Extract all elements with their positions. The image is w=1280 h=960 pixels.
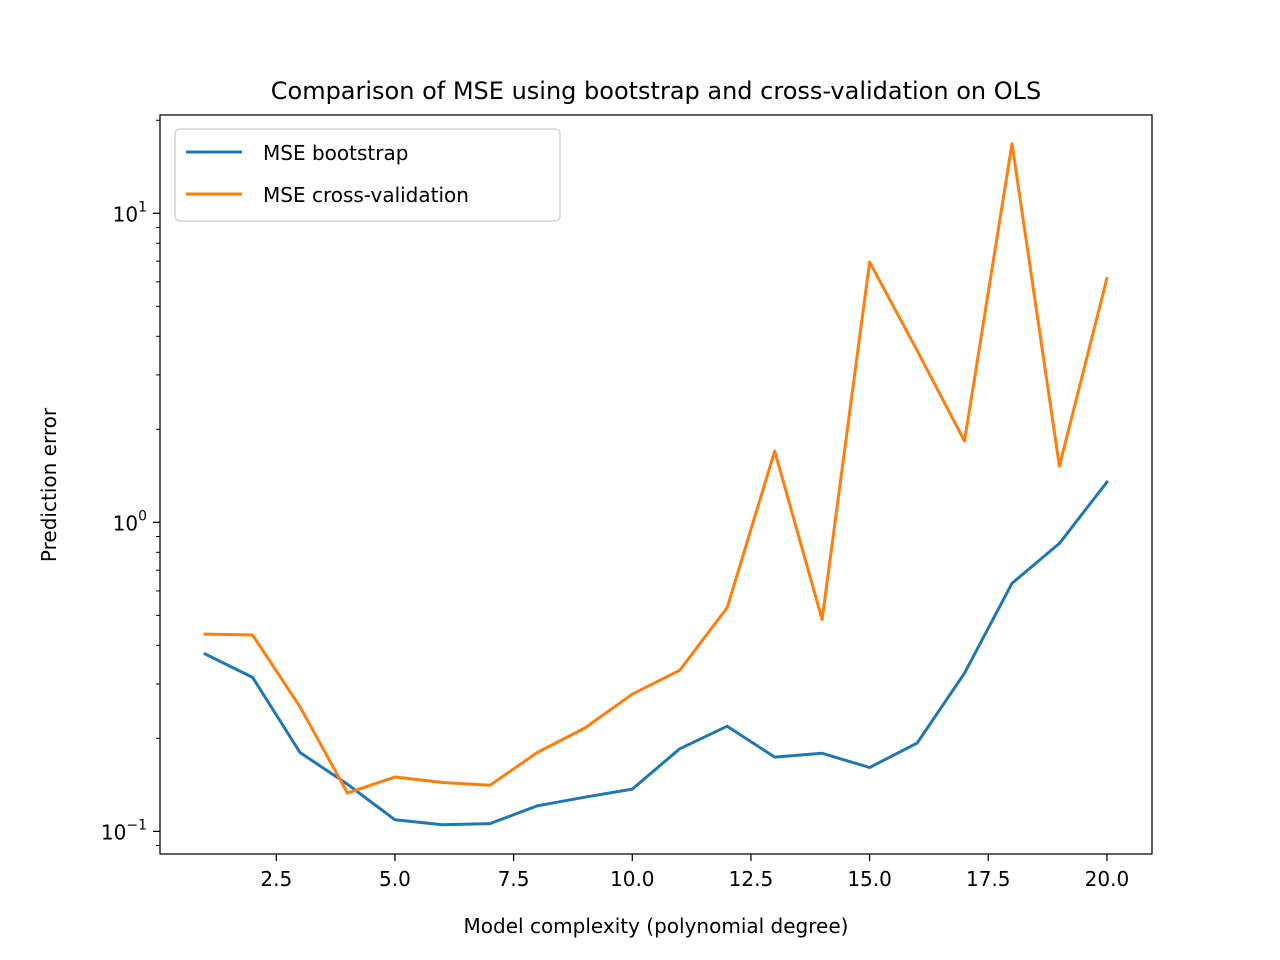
data-point-1-12 <box>773 450 776 453</box>
data-point-0-18 <box>1058 542 1061 545</box>
data-point-1-4 <box>393 776 396 779</box>
data-point-0-12 <box>773 756 776 759</box>
data-point-1-1 <box>251 634 254 637</box>
data-point-1-19 <box>1105 277 1108 280</box>
data-point-0-3 <box>346 783 349 786</box>
data-point-0-4 <box>393 818 396 821</box>
y-axis-title: Prediction error <box>37 407 61 562</box>
data-point-0-0 <box>204 653 207 656</box>
data-point-0-19 <box>1105 481 1108 484</box>
data-point-0-11 <box>726 725 729 728</box>
data-point-0-13 <box>821 752 824 755</box>
plot-frame <box>159 114 1153 855</box>
data-point-1-16 <box>963 440 966 443</box>
data-point-1-7 <box>536 751 539 754</box>
data-point-0-6 <box>488 822 491 825</box>
data-point-0-1 <box>251 676 254 679</box>
data-point-0-7 <box>536 804 539 807</box>
x-tick-label-0: 2.5 <box>260 867 292 891</box>
y-tick-label-0: 10−1 <box>101 817 147 844</box>
data-point-1-3 <box>346 792 349 795</box>
data-point-1-18 <box>1058 465 1061 468</box>
data-point-1-0 <box>204 633 207 636</box>
data-point-0-9 <box>631 788 634 791</box>
x-axis-title: Model complexity (polynomial degree) <box>464 914 849 938</box>
data-point-1-5 <box>441 781 444 784</box>
data-point-1-10 <box>678 669 681 672</box>
x-tick-label-3: 10.0 <box>610 867 655 891</box>
legend-box <box>174 128 561 222</box>
data-point-0-17 <box>1011 582 1014 585</box>
legend-label-cross-validation: MSE cross-validation <box>263 183 469 207</box>
series-line-1 <box>203 142 1109 795</box>
x-tick-label-2: 7.5 <box>498 867 530 891</box>
data-point-1-14 <box>868 261 871 264</box>
data-point-0-5 <box>441 823 444 826</box>
x-tick-label-6: 17.5 <box>966 867 1011 891</box>
data-point-0-14 <box>868 766 871 769</box>
data-point-0-15 <box>916 742 919 745</box>
data-point-1-15 <box>916 349 919 352</box>
x-tick-label-7: 20.0 <box>1085 867 1130 891</box>
legend-label-bootstrap: MSE bootstrap <box>263 141 408 165</box>
x-tick-label-5: 15.0 <box>847 867 892 891</box>
y-tick-label-1: 100 <box>113 508 147 535</box>
legend: MSE bootstrap MSE cross-validation <box>174 128 561 222</box>
data-point-1-9 <box>631 693 634 696</box>
data-point-1-2 <box>299 705 302 708</box>
data-point-0-10 <box>678 747 681 750</box>
series-layer <box>203 142 1110 827</box>
y-axis-ticks: 10−1 100 101 <box>101 119 160 847</box>
x-tick-label-1: 5.0 <box>379 867 411 891</box>
data-point-1-6 <box>488 784 491 787</box>
data-point-1-17 <box>1011 142 1014 145</box>
y-tick-label-2: 101 <box>113 199 147 226</box>
x-axis-ticks: 2.5 5.0 7.5 10.0 12.5 15.0 17.5 20.0 <box>260 854 1129 891</box>
data-point-1-13 <box>821 618 824 621</box>
data-point-1-8 <box>583 727 586 730</box>
data-point-0-16 <box>963 672 966 675</box>
data-point-1-11 <box>726 606 729 609</box>
data-point-0-2 <box>299 751 302 754</box>
chart-title: Comparison of MSE using bootstrap and cr… <box>271 77 1041 105</box>
x-tick-label-4: 12.5 <box>729 867 774 891</box>
data-point-0-8 <box>583 796 586 799</box>
